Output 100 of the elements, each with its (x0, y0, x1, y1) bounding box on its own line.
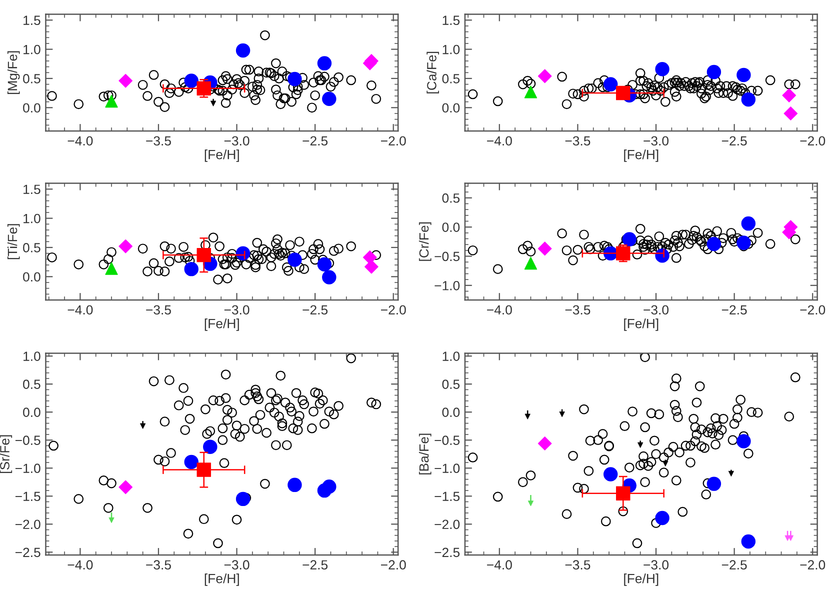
y-tick-label: 1.0 (442, 352, 460, 361)
y-tick-label: 0.0 (442, 408, 460, 417)
point (322, 479, 336, 494)
y-axis-title: [Cr/Fe] (418, 222, 432, 261)
point (317, 56, 332, 70)
y-tick-label: −0.5 (434, 252, 460, 262)
x-tick-label: −2.5 (722, 305, 747, 315)
point (236, 43, 250, 58)
x-tick-label: −4.0 (487, 136, 512, 146)
x-tick-label: −3.5 (565, 305, 590, 315)
y-tick-label: 1.0 (24, 44, 40, 54)
point (317, 257, 332, 272)
x-tick-label: −3.0 (224, 136, 250, 146)
point (524, 86, 538, 98)
y-tick-label: −0.5 (15, 436, 40, 446)
y-tick-label: 0.0 (23, 408, 40, 417)
point (196, 462, 212, 477)
y-tick-label: 1.0 (442, 44, 460, 54)
x-axis-title: [Fe/H] (624, 574, 658, 586)
point (184, 262, 198, 276)
point (706, 64, 722, 80)
y-axis-title: [Ca/Fe] (426, 52, 439, 94)
x-axis-title: [Fe/H] (204, 150, 239, 162)
point (782, 88, 796, 102)
y-tick-label: −2.0 (434, 520, 460, 530)
point (741, 216, 756, 231)
y-tick-label: 1.5 (442, 16, 460, 26)
point (622, 232, 637, 246)
y-tick-label: −2.5 (434, 548, 460, 558)
point (196, 248, 212, 262)
point (288, 478, 302, 492)
y-tick-label: 0.5 (442, 193, 460, 203)
y-tick-label: −1.0 (15, 464, 40, 474)
point (616, 86, 630, 100)
y-tick-label: 1.0 (24, 214, 40, 224)
point (741, 534, 756, 549)
x-tick-label: −3.5 (565, 560, 590, 570)
y-axis-title: [Mg/Fe] (7, 51, 20, 94)
y-tick-label: 1.5 (24, 184, 40, 194)
x-tick-label: −2.0 (381, 305, 406, 315)
y-tick-label: 0.5 (442, 74, 460, 84)
x-axis-title: [Fe/H] (204, 574, 239, 586)
point (736, 434, 751, 448)
point (288, 252, 302, 267)
x-tick-label: −4.0 (68, 560, 93, 570)
point (288, 72, 302, 86)
x-tick-label: −2.5 (722, 560, 747, 570)
point (736, 236, 751, 250)
point (784, 106, 798, 120)
point (118, 480, 133, 494)
point (616, 486, 630, 500)
x-tick-label: −2.0 (800, 136, 826, 146)
y-tick-label: −1.0 (434, 280, 460, 290)
y-tick-label: −1.0 (434, 464, 460, 474)
y-tick-label: −1.5 (434, 492, 460, 502)
point (538, 69, 552, 84)
x-tick-label: −3.5 (565, 136, 590, 146)
point (736, 68, 751, 82)
x-tick-label: −4.0 (68, 136, 93, 146)
point (655, 62, 670, 76)
x-tick-label: −4.0 (487, 305, 512, 315)
y-axis-title: [Ti/Fe] (7, 224, 20, 260)
point (603, 467, 618, 482)
y-tick-label: 0.0 (23, 103, 40, 113)
y-tick-label: 0.0 (442, 222, 460, 232)
y-tick-label: −2.0 (15, 520, 40, 530)
point (118, 74, 133, 88)
point (322, 92, 336, 106)
point (362, 250, 377, 264)
point (364, 260, 378, 274)
x-tick-label: −2.0 (800, 305, 826, 315)
point (184, 454, 198, 470)
point (196, 81, 212, 96)
x-tick-label: −2.5 (722, 136, 747, 146)
x-axis-title: [Fe/H] (624, 150, 658, 162)
point (118, 239, 133, 254)
y-tick-label: −1.5 (15, 492, 40, 502)
point (322, 270, 336, 284)
x-tick-label: −4.0 (68, 305, 93, 315)
x-tick-label: −3.0 (644, 560, 669, 570)
x-tick-label: −4.0 (487, 560, 512, 570)
point (538, 436, 552, 450)
point (105, 262, 118, 275)
y-tick-label: 1.0 (24, 352, 40, 361)
point (538, 242, 552, 256)
point (616, 246, 630, 260)
x-tick-label: −3.5 (146, 136, 171, 146)
x-axis-title: [Fe/H] (204, 318, 239, 331)
x-tick-label: −3.5 (146, 560, 171, 570)
x-tick-label: −2.0 (381, 136, 406, 146)
x-tick-label: −3.5 (146, 305, 171, 315)
x-tick-label: −3.0 (224, 305, 250, 315)
point (603, 77, 618, 92)
y-tick-label: 0.0 (23, 272, 40, 282)
y-tick-label: 0.5 (23, 74, 40, 84)
y-tick-label: 1.5 (24, 16, 40, 26)
y-tick-label: −0.5 (434, 436, 460, 446)
x-tick-label: −3.0 (644, 136, 669, 146)
x-tick-label: −2.5 (302, 560, 328, 570)
x-tick-label: −2.0 (381, 560, 406, 570)
